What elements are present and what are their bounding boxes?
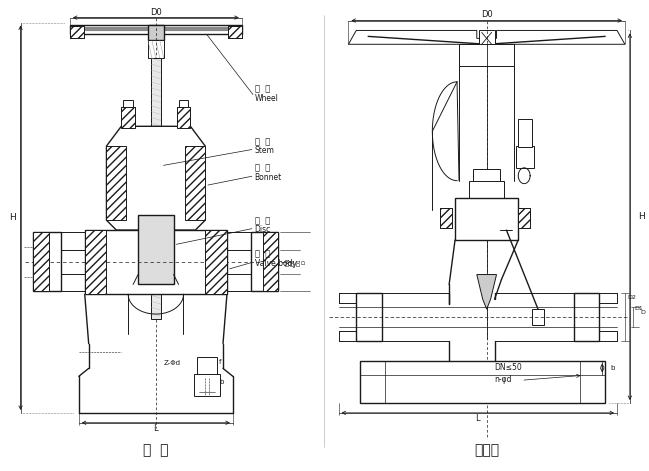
Text: D2: D2 bbox=[627, 295, 636, 300]
Text: D: D bbox=[301, 260, 306, 264]
Text: H: H bbox=[9, 213, 16, 222]
Bar bbox=[455, 198, 519, 240]
Text: H: H bbox=[638, 212, 644, 221]
Text: Disc: Disc bbox=[254, 225, 271, 234]
Bar bbox=[205, 230, 227, 294]
Text: D0: D0 bbox=[481, 10, 493, 19]
Bar bbox=[356, 293, 382, 341]
Bar bbox=[177, 106, 190, 128]
Bar bbox=[177, 106, 190, 128]
Bar bbox=[123, 100, 133, 109]
Bar bbox=[360, 360, 605, 403]
Text: L: L bbox=[476, 414, 480, 423]
Text: D1: D1 bbox=[635, 306, 644, 311]
Bar bbox=[33, 232, 61, 292]
Bar bbox=[228, 26, 242, 38]
Text: Stem: Stem bbox=[254, 146, 275, 155]
Bar bbox=[136, 136, 176, 220]
Polygon shape bbox=[477, 275, 496, 309]
Bar bbox=[440, 208, 452, 228]
Text: L: L bbox=[154, 424, 158, 433]
Text: D1: D1 bbox=[296, 258, 301, 266]
Text: f: f bbox=[219, 359, 221, 365]
Bar bbox=[519, 208, 530, 228]
Text: 阀  板: 阀 板 bbox=[254, 216, 270, 225]
Text: 阀  杆: 阀 杆 bbox=[254, 137, 270, 146]
Bar bbox=[519, 119, 532, 147]
Bar bbox=[121, 106, 135, 128]
Polygon shape bbox=[106, 126, 205, 230]
Text: D0: D0 bbox=[150, 8, 162, 17]
Bar bbox=[574, 293, 599, 341]
Text: Bonnet: Bonnet bbox=[254, 173, 282, 182]
Text: 闸  阀: 闸 阀 bbox=[143, 443, 169, 457]
Text: 阀  盖: 阀 盖 bbox=[254, 164, 270, 173]
Bar bbox=[440, 208, 452, 228]
Bar bbox=[263, 232, 278, 292]
Bar bbox=[121, 106, 135, 128]
Text: Z-Φd: Z-Φd bbox=[164, 360, 180, 366]
Bar bbox=[517, 146, 534, 168]
Bar bbox=[228, 26, 242, 38]
Text: 阀  体: 阀 体 bbox=[254, 250, 270, 259]
Bar bbox=[33, 232, 49, 292]
Bar bbox=[138, 215, 174, 284]
Bar bbox=[106, 146, 126, 220]
Bar bbox=[459, 44, 514, 66]
Text: Valve body: Valve body bbox=[254, 259, 297, 268]
Bar bbox=[532, 309, 544, 325]
Bar bbox=[151, 58, 161, 319]
Bar bbox=[148, 41, 164, 58]
Bar bbox=[148, 24, 164, 41]
Text: DN: DN bbox=[285, 258, 290, 266]
Text: 截止阀: 截止阀 bbox=[474, 443, 499, 457]
Bar bbox=[469, 181, 504, 198]
Text: Wheel: Wheel bbox=[254, 94, 278, 103]
Bar bbox=[473, 169, 500, 203]
Bar bbox=[70, 26, 84, 38]
Bar bbox=[194, 374, 220, 396]
Bar bbox=[70, 24, 242, 34]
Bar bbox=[186, 146, 205, 220]
Bar bbox=[85, 230, 106, 294]
Polygon shape bbox=[349, 31, 625, 44]
Bar bbox=[70, 26, 84, 38]
Text: D2: D2 bbox=[290, 258, 295, 266]
Text: b: b bbox=[610, 365, 615, 371]
Bar bbox=[85, 230, 227, 294]
Bar bbox=[197, 357, 217, 374]
Bar bbox=[251, 232, 278, 292]
Text: D: D bbox=[641, 310, 646, 315]
Bar bbox=[479, 31, 495, 48]
Text: n-φd: n-φd bbox=[495, 375, 512, 384]
Text: b: b bbox=[219, 379, 223, 385]
Text: DN≤50: DN≤50 bbox=[495, 364, 522, 373]
Bar bbox=[519, 208, 530, 228]
Bar bbox=[178, 100, 188, 109]
Text: 手  轮: 手 轮 bbox=[254, 85, 270, 94]
